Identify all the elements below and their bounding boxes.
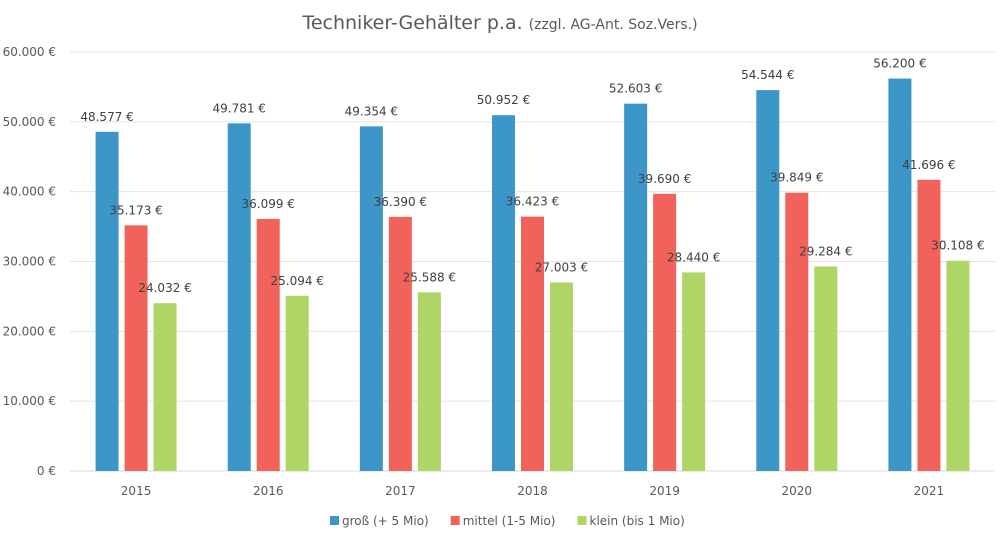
bar-2015-0 bbox=[95, 131, 119, 471]
bar-2020-2 bbox=[814, 266, 838, 471]
data-label: 29.284 € bbox=[799, 245, 852, 259]
data-label: 48.577 € bbox=[80, 110, 133, 124]
data-label: 56.200 € bbox=[873, 57, 926, 71]
bar-2016-0 bbox=[227, 123, 251, 472]
data-label: 36.390 € bbox=[374, 195, 427, 209]
x-tick-label: 2016 bbox=[253, 484, 284, 498]
y-tick-label: 40.000 € bbox=[3, 185, 56, 199]
bar-2020-1 bbox=[785, 192, 809, 472]
y-tick-label: 50.000 € bbox=[3, 115, 56, 129]
y-tick-label: 10.000 € bbox=[3, 394, 56, 408]
data-label: 49.354 € bbox=[345, 104, 398, 118]
data-label: 27.003 € bbox=[535, 260, 588, 274]
data-label: 36.423 € bbox=[506, 195, 559, 209]
bar-2021-1 bbox=[917, 179, 941, 471]
legend-label: groß (+ 5 Mio) bbox=[342, 514, 429, 528]
data-label: 54.544 € bbox=[741, 68, 794, 82]
data-label: 41.696 € bbox=[902, 158, 955, 172]
data-label: 28.440 € bbox=[667, 250, 720, 264]
data-label: 39.849 € bbox=[770, 171, 823, 185]
legend-label: mittel (1-5 Mio) bbox=[463, 514, 556, 528]
bar-2019-1 bbox=[653, 193, 677, 472]
bar-2015-2 bbox=[153, 303, 177, 471]
bar-2020-0 bbox=[756, 90, 780, 471]
data-label: 25.094 € bbox=[270, 274, 323, 288]
data-label: 36.099 € bbox=[241, 197, 294, 211]
bar-2018-2 bbox=[550, 282, 573, 471]
data-label: 24.032 € bbox=[138, 281, 191, 295]
bar-2019-0 bbox=[624, 103, 648, 472]
data-label: 35.173 € bbox=[109, 203, 162, 217]
legend-swatch bbox=[577, 516, 587, 525]
x-tick-label: 2020 bbox=[782, 484, 813, 498]
legend-swatch bbox=[330, 516, 339, 525]
chart-title: Techniker-Gehälter p.a. bbox=[301, 12, 522, 34]
bar-2018-1 bbox=[521, 216, 544, 471]
bar-2018-0 bbox=[492, 115, 515, 471]
y-tick-label: 60.000 € bbox=[3, 45, 56, 59]
data-label: 39.690 € bbox=[638, 172, 691, 186]
bar-2017-0 bbox=[359, 126, 383, 471]
bar-2016-1 bbox=[256, 218, 280, 471]
y-tick-label: 20.000 € bbox=[3, 324, 56, 338]
chart-subtitle: (zzgl. AG-Ant. Soz.Vers.) bbox=[529, 17, 698, 33]
x-tick-label: 2017 bbox=[385, 484, 416, 498]
bar-2017-1 bbox=[388, 216, 412, 471]
bar-2021-0 bbox=[888, 78, 912, 471]
x-tick-label: 2015 bbox=[121, 484, 152, 498]
bar-2017-2 bbox=[417, 292, 441, 471]
data-label: 30.108 € bbox=[931, 239, 984, 253]
x-tick-label: 2018 bbox=[517, 484, 548, 498]
y-tick-label: 30.000 € bbox=[3, 255, 56, 269]
bar-2015-1 bbox=[124, 225, 148, 471]
y-tick-label: 0 € bbox=[37, 464, 56, 478]
x-tick-label: 2021 bbox=[914, 484, 945, 498]
data-label: 52.603 € bbox=[609, 82, 662, 96]
bar-2019-2 bbox=[682, 272, 706, 471]
data-label: 50.952 € bbox=[477, 93, 530, 107]
bar-2016-2 bbox=[285, 295, 309, 471]
data-label: 25.588 € bbox=[403, 270, 456, 284]
legend-swatch bbox=[450, 516, 460, 525]
x-tick-label: 2019 bbox=[649, 484, 680, 498]
legend-label: klein (bis 1 Mio) bbox=[590, 514, 685, 528]
data-label: 49.781 € bbox=[212, 101, 265, 115]
bar-2021-2 bbox=[946, 260, 970, 471]
